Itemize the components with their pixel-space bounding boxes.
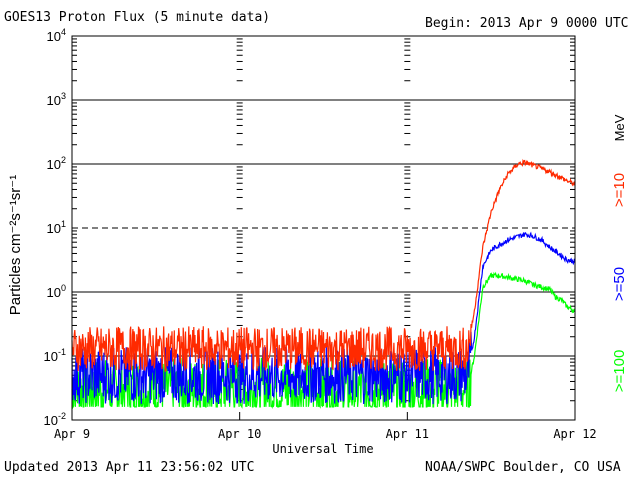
data-series (71, 158, 576, 410)
x-tick-label: Apr 9 (54, 427, 90, 441)
y-tick-label: 102 (47, 155, 66, 172)
legend-unit: MeV (612, 114, 627, 141)
y-axis-label: Particles cm⁻²s⁻¹sr⁻¹ (7, 175, 24, 315)
legend-entry-0: >=10 (611, 173, 628, 207)
y-tick-label: 101 (47, 219, 66, 236)
x-tick-label: Apr 11 (386, 427, 429, 441)
legend-entry-2: >=100 (611, 350, 628, 393)
x-axis-ticks: Apr 9 Apr 10 Apr 11 Apr 12 (54, 412, 597, 441)
credit: NOAA/SWPC Boulder, CO USA (425, 460, 621, 475)
x-axis-label: Universal Time (272, 442, 373, 456)
plot-frame (71, 35, 576, 421)
legend: >=10 >=50 >=100 MeV (611, 114, 628, 392)
x-tick-label: Apr 10 (218, 427, 261, 441)
y-tick-label: 100 (47, 283, 66, 300)
y-tick-label: 103 (47, 91, 66, 108)
begin-time: Begin: 2013 Apr 9 0000 UTC (425, 16, 629, 31)
series-line-1 (71, 231, 576, 405)
updated-time: Updated 2013 Apr 11 23:56:02 UTC (4, 460, 255, 475)
series-line-0 (71, 158, 576, 373)
y-axis-ticks: 10-2 10-1 100 101 102 103 104 (44, 27, 66, 428)
y-tick-label: 10-2 (44, 411, 66, 428)
series-line-2 (71, 271, 576, 410)
legend-entry-1: >=50 (611, 267, 628, 301)
x-tick-label: Apr 12 (553, 427, 596, 441)
y-tick-label: 104 (47, 27, 66, 44)
chart-title: GOES13 Proton Flux (5 minute data) (4, 10, 271, 25)
y-tick-label: 10-1 (44, 347, 66, 364)
